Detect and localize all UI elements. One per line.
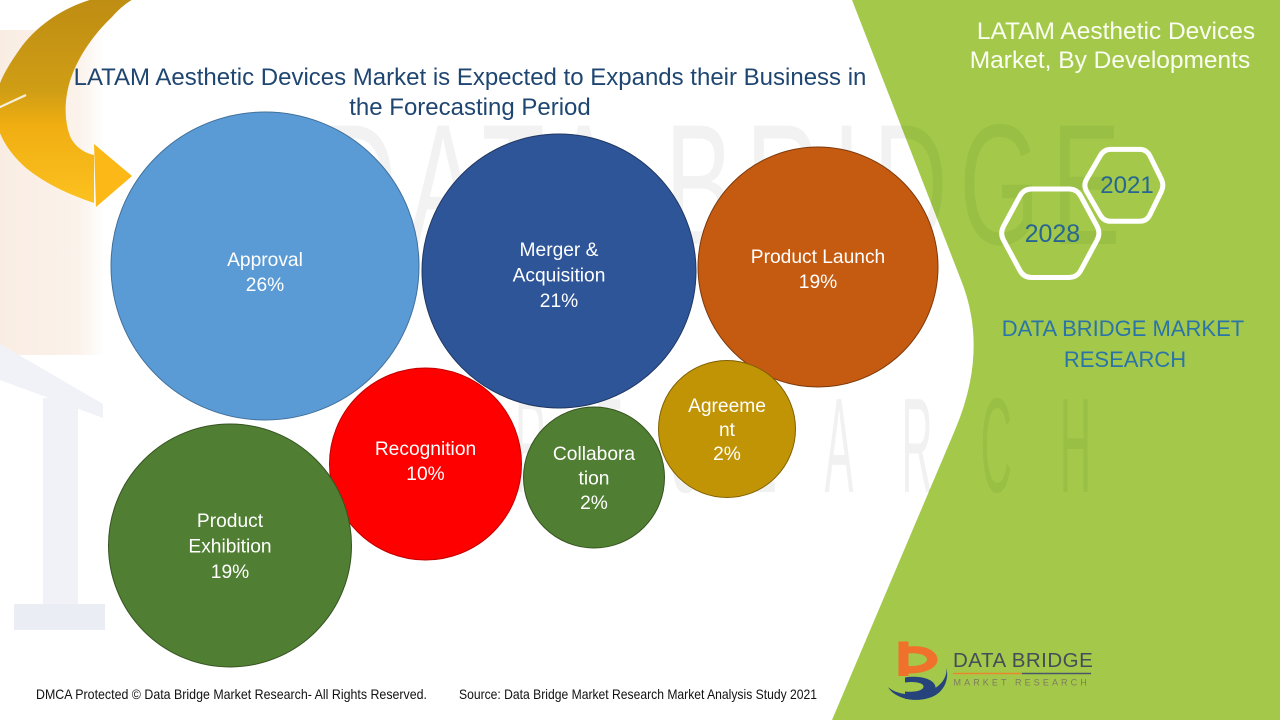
svg-text:21%: 21%: [540, 291, 578, 312]
svg-text:Recognition: Recognition: [375, 439, 476, 460]
svg-text:LATAM Aesthetic Devices: LATAM Aesthetic Devices: [977, 18, 1255, 45]
svg-text:the Forecasting Period: the Forecasting Period: [349, 94, 590, 121]
svg-text:RESEARCH: RESEARCH: [1064, 347, 1186, 372]
svg-text:tion: tion: [579, 469, 610, 490]
svg-text:2%: 2%: [580, 493, 608, 514]
svg-text:LATAM Aesthetic Devices Market: LATAM Aesthetic Devices Market is Expect…: [74, 64, 867, 91]
svg-text:2%: 2%: [713, 444, 741, 465]
svg-text:Market, By Developments: Market, By Developments: [970, 47, 1251, 74]
svg-text:Acquisition: Acquisition: [513, 266, 606, 287]
svg-text:Product Launch: Product Launch: [751, 247, 885, 268]
svg-text:Collabora: Collabora: [553, 444, 635, 465]
svg-text:DATA BRIDGE MARKET: DATA BRIDGE MARKET: [1002, 316, 1244, 341]
svg-text:Source: Data Bridge Market Res: Source: Data Bridge Market Research Mark…: [459, 686, 817, 702]
svg-text:Exhibition: Exhibition: [188, 537, 271, 558]
svg-text:DATA BRIDGE: DATA BRIDGE: [953, 649, 1093, 672]
svg-text:MARKET RESEARCH: MARKET RESEARCH: [954, 678, 1090, 688]
svg-text:nt: nt: [719, 420, 736, 441]
svg-text:Product: Product: [197, 511, 264, 532]
svg-text:10%: 10%: [406, 464, 444, 485]
svg-text:19%: 19%: [799, 272, 837, 293]
svg-text:DMCA Protected © Data Bridge M: DMCA Protected © Data Bridge Market Rese…: [36, 686, 427, 702]
svg-text:2028: 2028: [1025, 220, 1081, 248]
svg-text:Approval: Approval: [227, 250, 303, 271]
svg-text:19%: 19%: [211, 562, 249, 583]
svg-text:Merger &: Merger &: [520, 240, 599, 261]
svg-text:26%: 26%: [246, 275, 284, 296]
svg-text:Agreeme: Agreeme: [688, 396, 766, 417]
svg-text:2021: 2021: [1100, 172, 1153, 199]
